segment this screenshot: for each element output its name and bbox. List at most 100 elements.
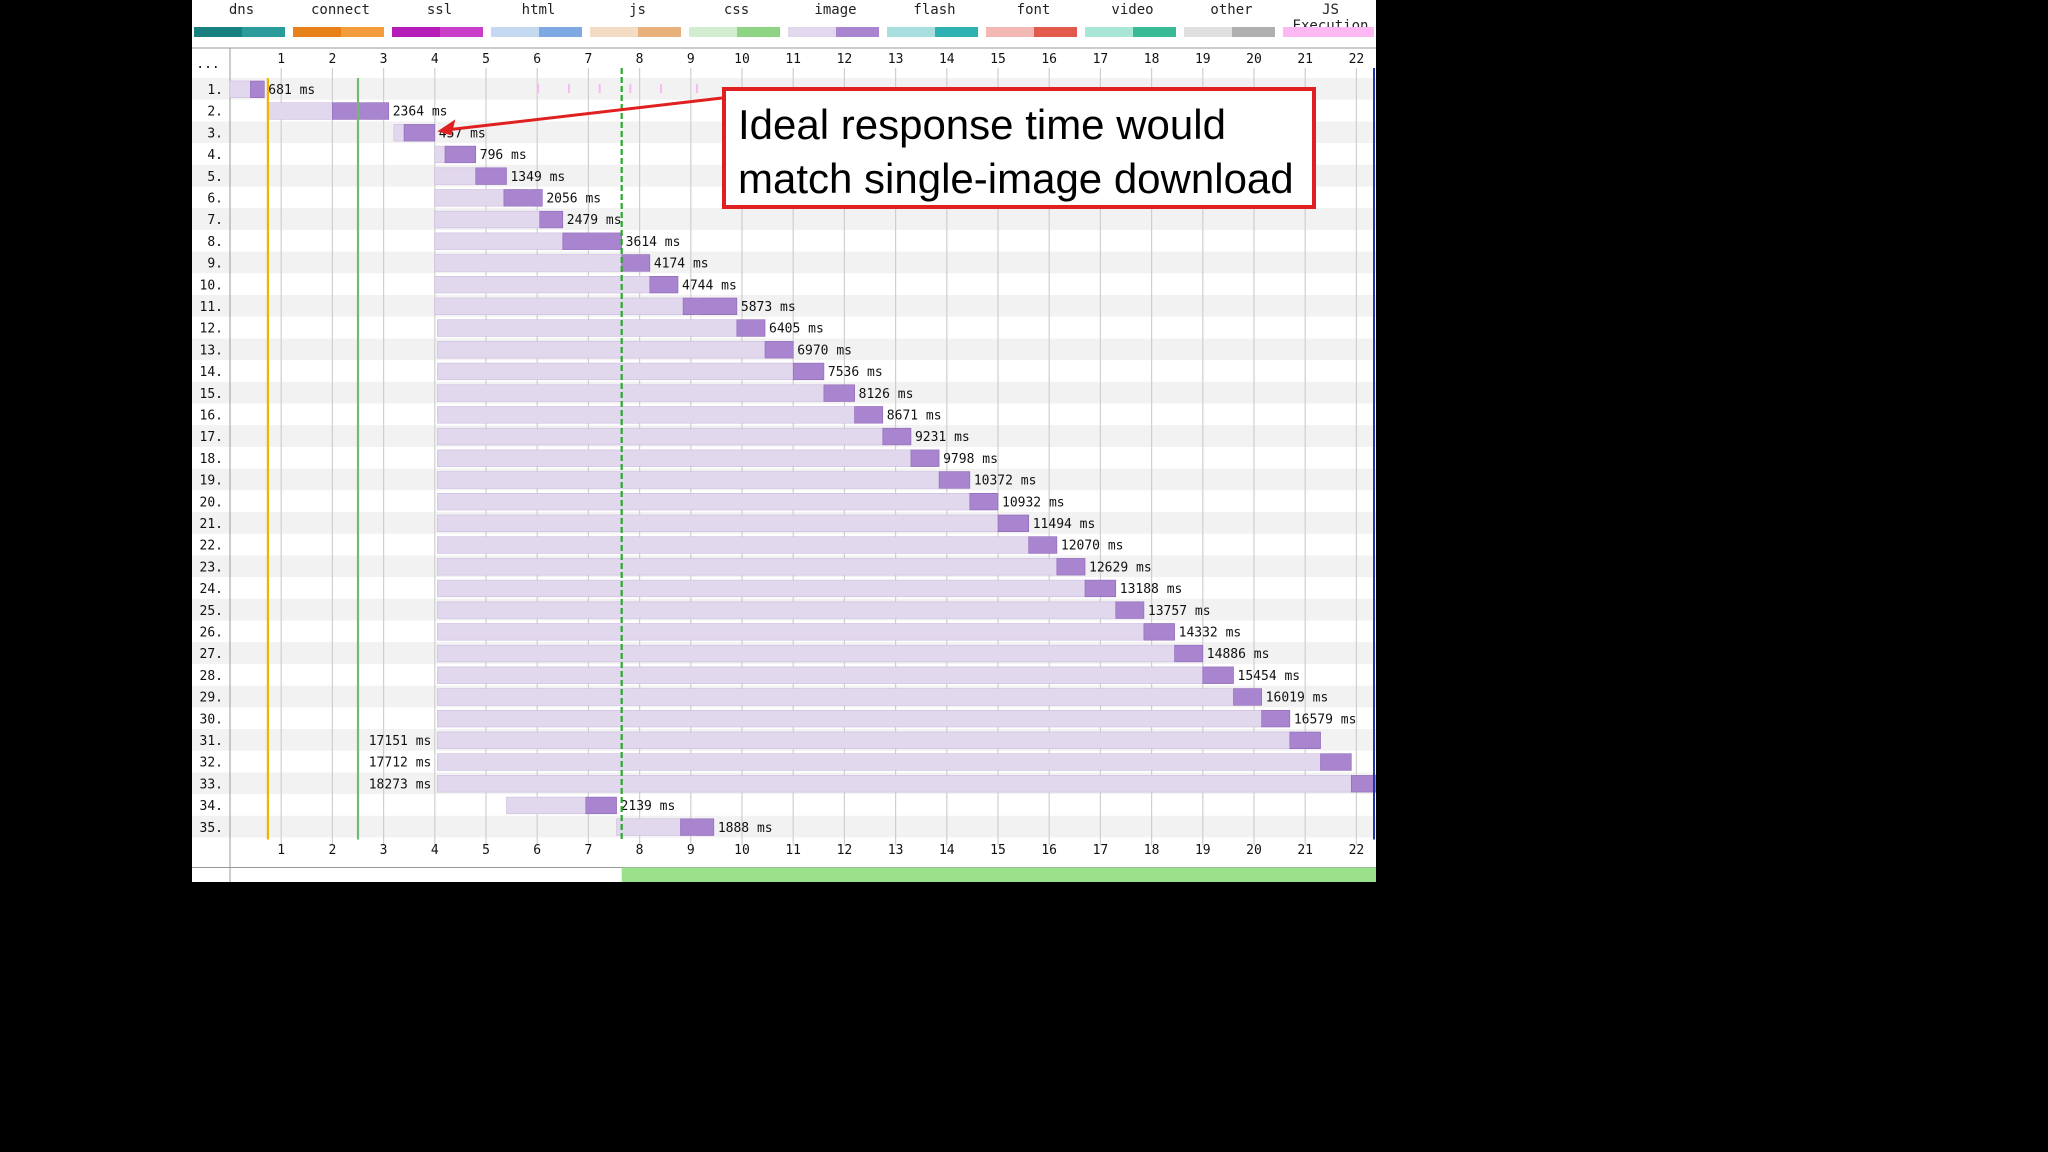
tick-label-top: 18	[1144, 52, 1160, 67]
legend-label: css	[723, 2, 750, 18]
js-execution-tick	[567, 84, 570, 93]
request-wait-bar	[437, 514, 999, 533]
callout-arrow-line	[451, 96, 723, 131]
request-wait-bar	[434, 297, 684, 316]
duration-label: 4744 ms	[682, 278, 737, 293]
request-download-bar	[1202, 666, 1234, 684]
duration-label: 18273 ms	[369, 777, 432, 792]
row-label: 6.	[207, 192, 223, 207]
request-wait-bar	[229, 80, 251, 99]
duration-label: 12070 ms	[1061, 539, 1124, 554]
tick-label-top: 9	[687, 52, 695, 67]
legend-swatch-dark	[736, 27, 780, 37]
tick-label-bottom: 21	[1297, 843, 1313, 858]
legend-swatch-light	[1085, 27, 1133, 37]
request-chunk-bar	[690, 818, 696, 836]
legend: dns connect ssl html js css image flash font vide…	[192, 0, 1376, 44]
row-label: 27.	[200, 647, 223, 662]
legend-label: ssl	[426, 2, 453, 18]
duration-label: 7536 ms	[828, 365, 883, 380]
request-download-bar	[1084, 579, 1117, 598]
tick-label-top: 5	[482, 52, 490, 67]
legend-label: connect	[310, 2, 370, 18]
tick-label-bottom: 9	[687, 843, 695, 858]
request-wait-bar	[434, 254, 622, 272]
row-label: 14.	[200, 365, 223, 380]
tick-label-bottom: 19	[1195, 843, 1211, 858]
tick-label-top: 13	[888, 52, 904, 67]
request-download-bar	[403, 124, 436, 142]
row-label: 2.	[207, 105, 223, 120]
legend-swatch-dark	[1132, 27, 1176, 37]
legend-swatch-light	[1283, 27, 1331, 37]
request-download-bar	[1320, 753, 1352, 771]
row-label: 17.	[200, 430, 223, 445]
request-download-bar	[680, 818, 715, 836]
request-wait-bar	[437, 558, 1058, 576]
tick-label-bottom: 18	[1144, 843, 1160, 858]
tick-label-bottom: 5	[482, 843, 490, 858]
request-download-bar	[1261, 709, 1291, 728]
request-wait-bar	[434, 275, 651, 294]
request-download-bar	[1174, 644, 1204, 663]
request-wait-bar	[437, 623, 1145, 641]
tick-label-top: 22	[1349, 52, 1365, 67]
request-download-bar	[1115, 601, 1145, 619]
row-label: 3.	[207, 126, 223, 141]
request-wait-bar	[434, 189, 505, 207]
request-download-bar	[682, 297, 738, 316]
request-download-bar	[1056, 558, 1086, 576]
row-background	[192, 815, 1376, 838]
legend-label: dns	[228, 2, 255, 18]
legend-swatch-light	[788, 27, 836, 37]
row-label: 8.	[207, 235, 223, 250]
tick-label-top: 20	[1246, 52, 1262, 67]
legend-swatch-light	[1184, 27, 1232, 37]
tick-label-top: 15	[990, 52, 1006, 67]
request-wait-bar	[434, 145, 446, 164]
row-background	[192, 208, 1376, 230]
duration-label: 681 ms	[268, 83, 315, 98]
duration-label: 10932 ms	[1002, 495, 1065, 510]
row-label: 30.	[200, 712, 223, 727]
row-label: 11.	[200, 300, 223, 315]
row-label: 13.	[200, 343, 223, 358]
legend-item-ssl: ssl	[390, 0, 489, 44]
row-label: 10.	[200, 278, 223, 293]
duration-label: 12629 ms	[1089, 560, 1152, 575]
row-label: 20.	[200, 495, 223, 510]
callout-arrow-head	[437, 119, 456, 136]
tick-label-top: 21	[1297, 52, 1313, 67]
request-download-bar	[882, 427, 912, 446]
duration-label: 2364 ms	[393, 105, 448, 120]
request-wait-bar	[437, 644, 1175, 663]
tick-label-bottom: 8	[636, 843, 644, 858]
legend-swatch-dark	[637, 27, 681, 37]
tick-label-top: 11	[785, 52, 801, 67]
tick-label-bottom: 17	[1093, 843, 1109, 858]
legend-label: image	[814, 2, 857, 18]
request-chunk-bar	[585, 232, 614, 250]
row-label: 33.	[200, 777, 223, 792]
tick-label-bottom: 14	[939, 843, 955, 858]
row-label: 34.	[200, 799, 223, 814]
legend-swatch-light	[491, 27, 539, 37]
legend-swatch-dark	[1231, 27, 1275, 37]
request-chunk-bar	[526, 189, 533, 207]
request-wait-bar	[437, 471, 940, 489]
request-wait-bar	[434, 232, 564, 250]
duration-label: 3614 ms	[626, 235, 681, 250]
duration-label: 11494 ms	[1033, 517, 1096, 532]
row-label: 22.	[200, 539, 223, 554]
row-label: 35.	[200, 821, 223, 836]
request-download-bar	[1233, 688, 1262, 706]
duration-label: 15454 ms	[1238, 669, 1301, 684]
request-download-bar	[997, 514, 1030, 533]
legend-swatch-light	[392, 27, 440, 37]
request-wait-bar	[437, 492, 971, 511]
tick-label-bottom: 4	[431, 843, 439, 858]
tick-label-bottom: 12	[837, 843, 853, 858]
request-download-bar	[910, 449, 940, 467]
request-download-bar	[854, 406, 884, 424]
row-label: 12.	[200, 322, 223, 337]
